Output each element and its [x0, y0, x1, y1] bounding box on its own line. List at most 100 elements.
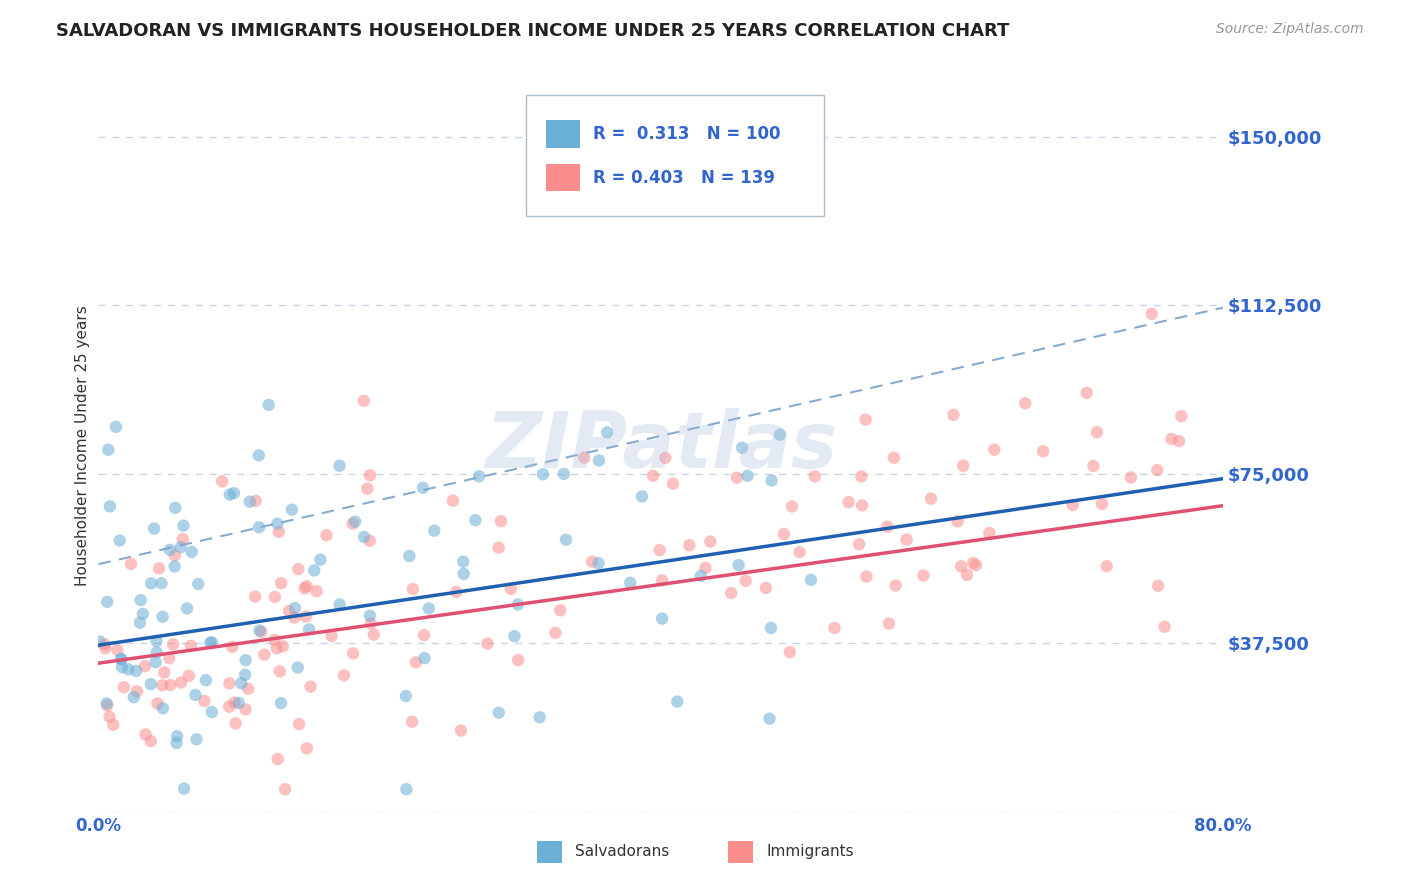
Point [441, 493, 464, 508]
Point [329, 598, 352, 612]
Point [962, 556, 984, 570]
Point [402, 582, 425, 596]
Point [529, 710, 551, 724]
Point [239, 494, 262, 508]
Point [773, 527, 796, 541]
Point [170, 675, 193, 690]
Point [122, 690, 145, 705]
Point [737, 468, 759, 483]
Point [165, 500, 187, 515]
Point [305, 584, 328, 599]
Point [761, 474, 783, 488]
Point [152, 609, 174, 624]
Point [489, 514, 512, 528]
Point [194, 673, 217, 688]
Point [145, 655, 167, 669]
Point [103, 718, 125, 732]
Point [877, 616, 900, 631]
Point [342, 516, 364, 531]
Point [1119, 470, 1142, 484]
Point [110, 652, 132, 666]
Point [247, 520, 270, 534]
Point [983, 442, 1005, 457]
Point [104, 420, 127, 434]
Text: Immigrants: Immigrants [766, 845, 855, 860]
Point [295, 609, 318, 624]
Point [150, 576, 173, 591]
Point [855, 412, 877, 426]
Point [112, 680, 135, 694]
Point [135, 727, 157, 741]
Point [1083, 458, 1105, 473]
Point [153, 665, 176, 680]
Point [359, 533, 381, 548]
Point [235, 653, 257, 667]
Point [266, 641, 288, 656]
Point [896, 533, 918, 547]
Point [162, 637, 184, 651]
Point [287, 562, 309, 576]
Point [117, 662, 139, 676]
Point [651, 612, 673, 626]
Point [359, 608, 381, 623]
Point [263, 633, 285, 648]
Point [250, 624, 273, 639]
Point [211, 475, 233, 489]
Point [157, 651, 180, 665]
Y-axis label: Householder Income Under 25 years: Householder Income Under 25 years [75, 306, 90, 586]
Point [531, 467, 554, 482]
Point [304, 563, 326, 577]
Point [356, 482, 378, 496]
Point [274, 782, 297, 797]
Point [253, 648, 276, 662]
Point [295, 579, 318, 593]
Point [108, 533, 131, 548]
Point [284, 601, 307, 615]
Point [233, 667, 256, 681]
Point [281, 502, 304, 516]
Point [678, 538, 700, 552]
Point [423, 524, 446, 538]
Point [180, 639, 202, 653]
Point [912, 568, 935, 582]
Point [588, 453, 610, 467]
Point [231, 676, 253, 690]
Point [848, 537, 870, 551]
Point [412, 481, 434, 495]
Point [666, 695, 689, 709]
Point [294, 582, 316, 596]
Point [876, 519, 898, 533]
Point [150, 678, 173, 692]
Point [1076, 385, 1098, 400]
Point [596, 425, 619, 440]
Point [363, 627, 385, 641]
Point [247, 448, 270, 462]
Point [1095, 559, 1118, 574]
Point [1160, 432, 1182, 446]
Point [245, 494, 267, 508]
Point [759, 621, 782, 635]
Point [488, 541, 510, 555]
Text: Salvadorans: Salvadorans [575, 845, 669, 860]
Point [145, 645, 167, 659]
Point [228, 696, 250, 710]
Point [200, 635, 222, 649]
Point [270, 576, 292, 591]
Point [353, 393, 375, 408]
Point [218, 487, 240, 501]
Point [727, 558, 749, 573]
Point [695, 561, 717, 575]
Point [284, 610, 307, 624]
Point [401, 714, 423, 729]
Point [176, 601, 198, 615]
Point [218, 676, 240, 690]
Point [221, 640, 243, 654]
Point [298, 623, 321, 637]
Point [1062, 498, 1084, 512]
Point [654, 450, 676, 465]
Point [499, 582, 522, 596]
Point [139, 576, 162, 591]
Point [344, 515, 367, 529]
Point [163, 559, 186, 574]
Point [270, 696, 292, 710]
